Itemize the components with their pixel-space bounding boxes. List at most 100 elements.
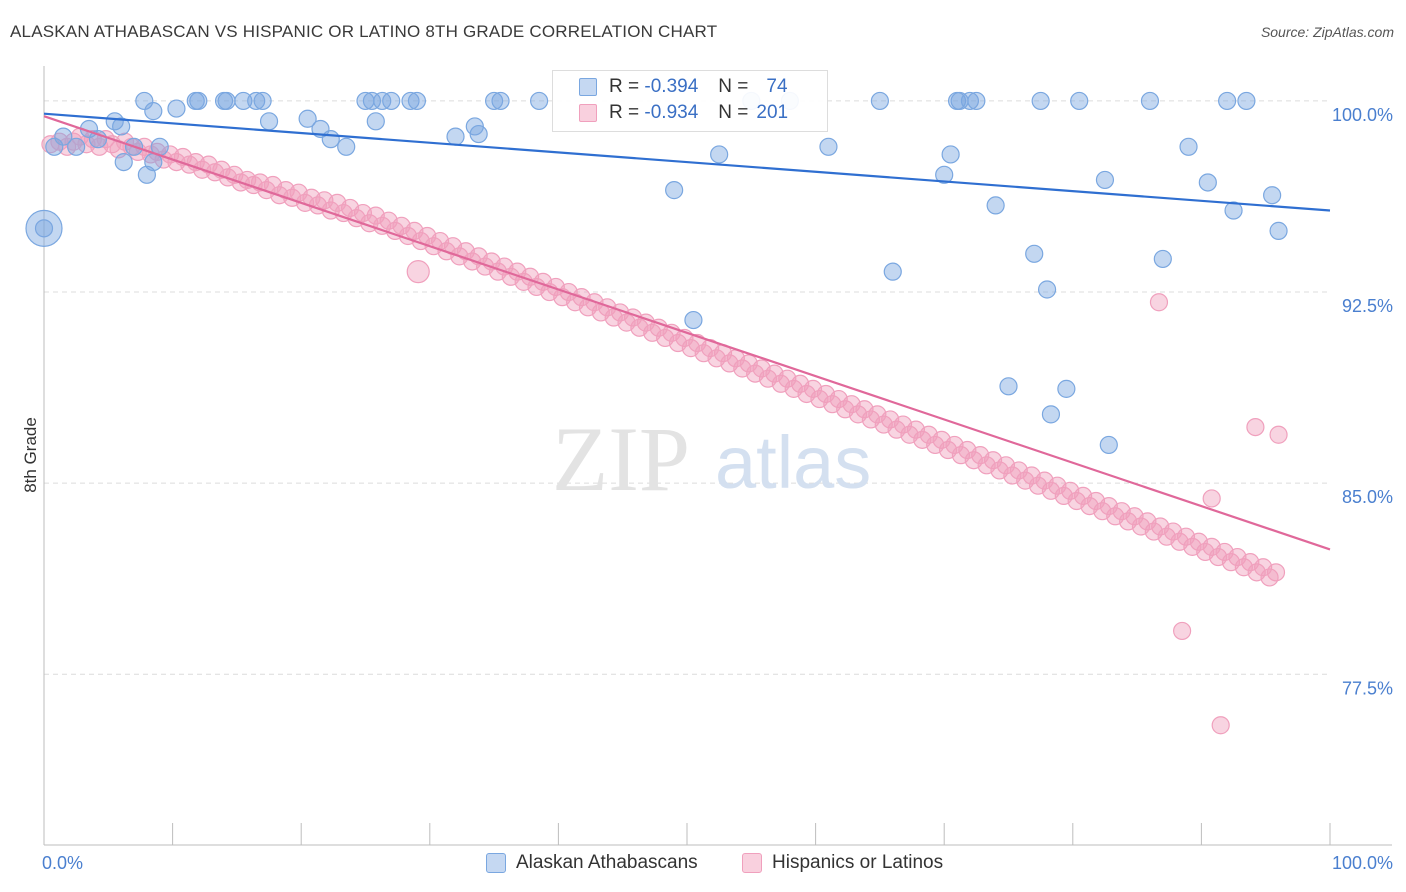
athabascan-point xyxy=(337,137,356,156)
stats-row-pink: R = -0.934 N = 201 xyxy=(579,100,788,126)
athabascan-point xyxy=(189,91,208,111)
r-value: -0.934 xyxy=(644,102,699,123)
athabascan-point xyxy=(321,130,340,149)
y-tick-label: 100.0% xyxy=(1332,105,1393,125)
n-label: N = xyxy=(718,76,749,97)
athabascan-trend-line xyxy=(43,112,1331,212)
athabascan-point xyxy=(1224,201,1243,220)
watermark-atlas: atlas xyxy=(715,421,871,504)
legend-label: Hispanics or Latinos xyxy=(772,852,944,873)
y-tick-label: 77.5% xyxy=(1342,678,1393,698)
athabascan-point xyxy=(366,112,385,131)
athabascan-point xyxy=(259,112,279,131)
legend-item-hispanic[interactable]: Hispanics or Latinos xyxy=(742,852,943,874)
hispanic-point xyxy=(1173,621,1192,641)
athabascan-point xyxy=(1218,91,1237,111)
hispanic-point xyxy=(1246,417,1265,437)
athabascan-point xyxy=(935,165,954,184)
hispanic-point xyxy=(1149,293,1169,312)
athabascan-points xyxy=(25,91,1288,455)
athabascan-point xyxy=(234,91,253,111)
hispanic-point xyxy=(1266,563,1286,582)
athabascan-point xyxy=(247,91,266,111)
athabascan-point xyxy=(1025,244,1044,263)
athabascan-point xyxy=(217,91,236,111)
trend-lines xyxy=(43,112,1331,551)
pink-swatch xyxy=(579,104,597,122)
athabascan-point xyxy=(1057,379,1076,398)
y-tick-label: 92.5% xyxy=(1342,296,1393,316)
athabascan-point xyxy=(1237,91,1256,111)
n-value: 201 xyxy=(756,102,789,123)
athabascan-point xyxy=(1031,91,1050,111)
blue-swatch xyxy=(579,78,597,96)
athabascan-point xyxy=(144,102,163,121)
hispanic-trend-line xyxy=(43,115,1331,551)
athabascan-point xyxy=(45,137,64,156)
watermark-zip: ZIP xyxy=(552,408,690,510)
athabascan-point xyxy=(1179,137,1198,156)
athabascan-point xyxy=(1070,91,1089,111)
r-label: R = xyxy=(609,76,640,97)
pink-swatch xyxy=(742,853,762,873)
n-value: 74 xyxy=(766,76,788,97)
hispanic-point-large xyxy=(406,260,430,284)
athabascan-point xyxy=(1263,186,1282,205)
hispanic-point xyxy=(1269,425,1288,444)
legend-item-athabascan[interactable]: Alaskan Athabascans xyxy=(486,852,698,874)
athabascan-point xyxy=(485,91,504,111)
y-axis-label: 8th Grade xyxy=(21,417,40,493)
athabascan-point xyxy=(112,117,131,136)
athabascan-point xyxy=(407,91,427,111)
athabascan-point xyxy=(469,124,488,144)
n-label: N = xyxy=(718,102,749,123)
athabascan-point xyxy=(253,91,272,111)
athabascan-point xyxy=(1099,435,1118,455)
r-value: -0.394 xyxy=(644,76,699,97)
athabascan-point xyxy=(382,91,401,111)
x-tick-label: 100.0% xyxy=(1332,853,1393,873)
x-tick-labels: 0.0% 100.0% xyxy=(42,853,1393,873)
athabascan-point xyxy=(967,91,986,111)
athabascan-point xyxy=(684,310,703,330)
athabascan-point xyxy=(870,91,890,111)
r-label: R = xyxy=(609,102,640,123)
athabascan-point xyxy=(999,377,1018,396)
athabascan-point xyxy=(446,127,465,146)
athabascan-point xyxy=(167,99,186,118)
athabascan-point xyxy=(298,109,317,128)
athabascan-point xyxy=(401,91,420,111)
source-label: Source: ZipAtlas.com xyxy=(1260,24,1394,40)
x-tick-label: 0.0% xyxy=(42,853,83,873)
athabascan-point xyxy=(114,152,133,172)
y-tick-labels: 100.0% 92.5% 85.0% 77.5% xyxy=(1332,105,1393,698)
axes xyxy=(43,66,1392,846)
stats-row-blue: R = -0.394 N = 74 xyxy=(579,74,788,100)
athabascan-point xyxy=(34,219,54,238)
athabascan-point xyxy=(1269,221,1288,240)
athabascan-point xyxy=(1198,173,1217,192)
legend-label: Alaskan Athabascans xyxy=(516,852,698,873)
athabascan-point xyxy=(530,91,549,111)
athabascan-point xyxy=(665,181,684,200)
hispanic-point xyxy=(1211,716,1230,735)
stats-box: R = -0.394 N = 74 R = -0.934 N = 201 xyxy=(552,70,828,132)
athabascan-point xyxy=(135,91,154,111)
athabascan-point xyxy=(54,127,73,146)
athabascan-point xyxy=(1037,280,1057,299)
athabascan-point xyxy=(941,145,960,164)
athabascan-point xyxy=(960,91,980,111)
chart-title: ALASKAN ATHABASCAN VS HISPANIC OR LATINO… xyxy=(10,22,718,41)
athabascan-point xyxy=(1041,405,1061,424)
athabascan-point xyxy=(710,145,729,164)
athabascan-point-large xyxy=(25,209,63,247)
athabascan-point xyxy=(1140,91,1160,111)
athabascan-point xyxy=(986,196,1005,215)
athabascan-point xyxy=(883,262,902,281)
blue-swatch xyxy=(486,853,506,873)
athabascan-point xyxy=(819,137,838,156)
y-tick-label: 85.0% xyxy=(1342,487,1393,507)
hispanic-point xyxy=(1202,489,1221,508)
athabascan-point xyxy=(1153,249,1172,269)
